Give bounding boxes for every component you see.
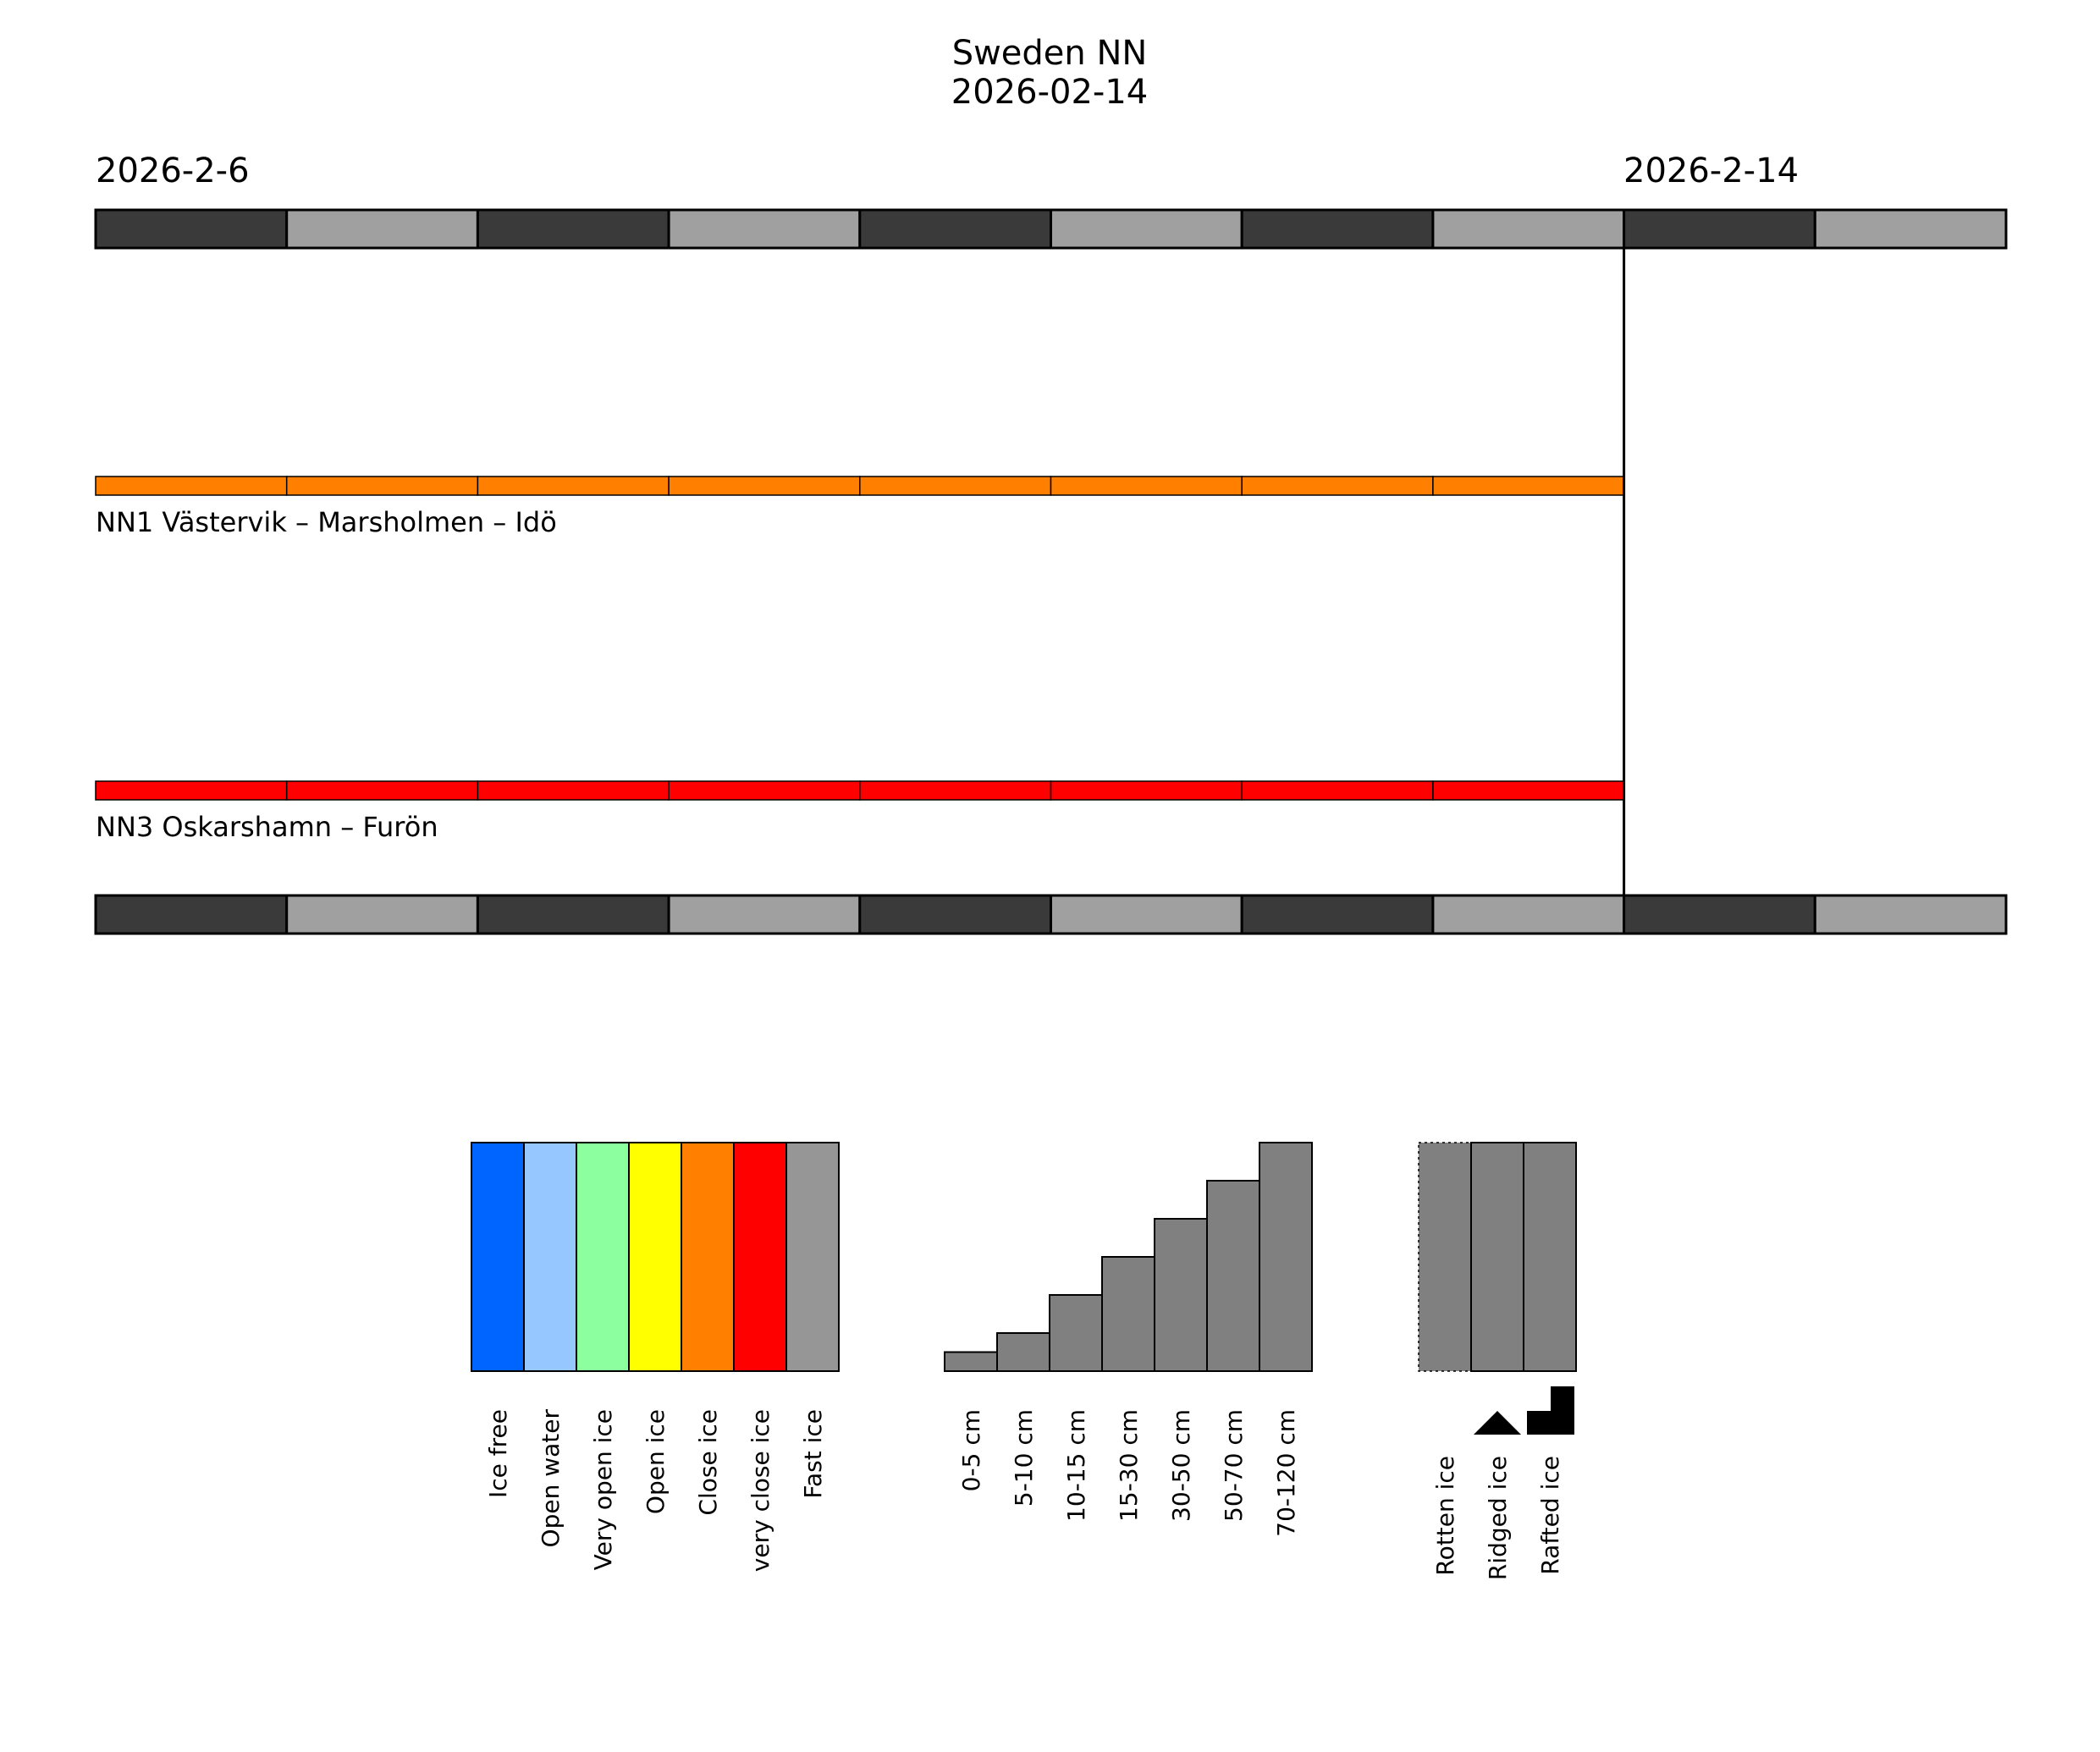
- legend-ice-type-label-3: Very open ice: [589, 1409, 617, 1570]
- legend-ice-type-swatch-3: [576, 1142, 630, 1372]
- top-day-strip-day-7: [1431, 208, 1626, 250]
- bottom-day-strip-day-3: [667, 894, 862, 935]
- bottom-day-strip-day-2: [476, 894, 670, 935]
- top-day-strip-day-0: [94, 208, 289, 250]
- legend-other-swatch-2: [1470, 1142, 1524, 1372]
- legend-thickness-label-5: 30-50 cm: [1167, 1409, 1195, 1522]
- legend-thickness-bar-5: [1154, 1218, 1208, 1372]
- route-bar-1-day-6: [1241, 476, 1434, 496]
- route-bar-1-day-2: [477, 476, 670, 496]
- legend-ice-type-label-1: Ice free: [484, 1409, 512, 1498]
- top-day-strip-day-5: [1050, 208, 1243, 250]
- top-day-strip-day-2: [476, 208, 670, 250]
- top-day-strip-day-1: [285, 208, 479, 250]
- legend-other-swatch-3: [1523, 1142, 1577, 1372]
- start-date-label: 2026-2-6: [96, 152, 250, 190]
- legend-thickness-bar-4: [1101, 1256, 1155, 1372]
- legend-thickness-label-1: 0-5 cm: [957, 1409, 985, 1491]
- bottom-day-strip-day-8: [1623, 894, 1816, 935]
- route-bar-2-day-3: [668, 780, 861, 801]
- legend-thickness-bar-2: [996, 1332, 1050, 1372]
- bottom-day-strip-day-7: [1431, 894, 1626, 935]
- rafted-ice-icon: [1527, 1386, 1574, 1435]
- legend-thickness-label-7: 70-120 cm: [1272, 1409, 1300, 1537]
- bottom-day-strip-day-6: [1240, 894, 1435, 935]
- legend-ice-type-swatch-6: [733, 1142, 787, 1372]
- bottom-day-strip-day-5: [1050, 894, 1243, 935]
- ridged-ice-icon: [1474, 1411, 1521, 1435]
- current-date-label: 2026-2-14: [1623, 152, 1799, 190]
- top-day-strip-day-4: [858, 208, 1052, 250]
- bottom-day-strip-day-9: [1813, 894, 2008, 935]
- legend-thickness-label-4: 15-30 cm: [1115, 1409, 1143, 1522]
- legend-other-swatch-1: [1418, 1142, 1472, 1372]
- legend-thickness-label-2: 5-10 cm: [1010, 1409, 1038, 1507]
- chart-title-line2: 2026-02-14: [951, 73, 1148, 112]
- legend-ice-type-label-5: Close ice: [694, 1409, 722, 1516]
- route-bar-2-day-0: [95, 780, 288, 801]
- bottom-day-strip-day-1: [285, 894, 479, 935]
- route-bar-2-day-6: [1241, 780, 1434, 801]
- legend-ice-type-label-4: Open ice: [642, 1409, 670, 1514]
- bottom-day-strip-day-0: [94, 894, 289, 935]
- legend-ice-type-label-2: Open water: [537, 1409, 565, 1548]
- route-bar-1-day-1: [285, 476, 479, 496]
- top-day-strip-day-9: [1813, 208, 2008, 250]
- legend-thickness-bar-7: [1259, 1142, 1313, 1372]
- legend-other-label-3: Rafted ice: [1536, 1456, 1564, 1575]
- top-day-strip-day-6: [1240, 208, 1435, 250]
- route-bar-1-day-7: [1432, 476, 1625, 496]
- legend-thickness-label-6: 50-70 cm: [1220, 1409, 1248, 1522]
- legend-other-label-1: Rotten ice: [1431, 1456, 1459, 1576]
- route-bar-1-day-5: [1050, 476, 1243, 496]
- route-bar-2-day-7: [1432, 780, 1625, 801]
- route-bar-1-day-3: [668, 476, 861, 496]
- legend-thickness-bar-3: [1049, 1294, 1103, 1372]
- legend-thickness-label-3: 10-15 cm: [1062, 1409, 1090, 1522]
- legend-ice-type-swatch-5: [681, 1142, 735, 1372]
- legend-ice-type-label-7: Fast ice: [799, 1409, 827, 1499]
- legend-ice-type-label-6: very close ice: [747, 1409, 774, 1572]
- legend-area: Ice free Open water Very open ice Open ice C…: [471, 1142, 1577, 1580]
- chart-title-line1: Sweden NN: [952, 34, 1148, 73]
- legend-ice-type-swatch-4: [628, 1142, 682, 1372]
- route-bar-2-day-4: [859, 780, 1052, 801]
- legend-ice-type-swatch-2: [523, 1142, 577, 1372]
- route-bar-2-day-5: [1050, 780, 1243, 801]
- route-bar-1-day-0: [95, 476, 288, 496]
- legend-ice-type-swatch-7: [785, 1142, 840, 1372]
- route-bar-2-day-2: [477, 780, 670, 801]
- bottom-day-strip-day-4: [858, 894, 1052, 935]
- legend-ice-type-swatch-1: [471, 1142, 525, 1372]
- timeline-area: NN1 Västervik – Marsholmen – Idö NN3 Oska…: [94, 208, 2008, 935]
- legend-other-label-2: Ridged ice: [1484, 1456, 1512, 1580]
- top-day-strip-day-3: [667, 208, 862, 250]
- top-day-strip-day-8: [1623, 208, 1816, 250]
- legend-thickness-bar-6: [1206, 1180, 1260, 1372]
- route-label-1: NN1 Västervik – Marsholmen – Idö: [96, 506, 557, 538]
- route-bar-2-day-1: [285, 780, 479, 801]
- route-label-2: NN3 Oskarshamn – Furön: [96, 811, 438, 843]
- legend-thickness-bar-1: [944, 1351, 998, 1372]
- route-bar-1-day-4: [859, 476, 1052, 496]
